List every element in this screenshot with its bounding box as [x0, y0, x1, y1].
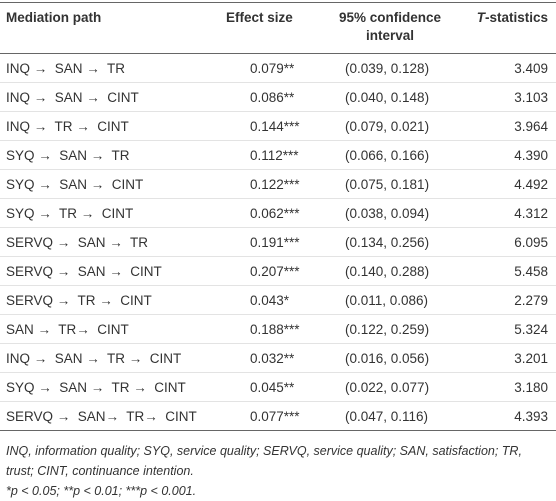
table-row: INQ → SAN → TR → CINT 0.032** (0.016, 0.05…	[0, 343, 556, 373]
table-row: INQ → TR → CINT 0.144*** (0.079, 0.021) 3.9…	[0, 111, 556, 141]
table-cell: 4.312	[465, 198, 556, 228]
table-cell: 0.062***	[220, 198, 315, 228]
table-row: SAN → TR→ CINT 0.188*** (0.122, 0.259) 5.32…	[0, 314, 556, 344]
table-row: INQ → SAN → TR 0.079** (0.039, 0.128) 3.409	[0, 53, 556, 83]
table-cell: (0.011, 0.086)	[315, 285, 465, 315]
header-cell: Mediation path	[0, 2, 220, 54]
table-cell: 2.279	[465, 285, 556, 315]
table-cell: 3.201	[465, 343, 556, 373]
table-cell: (0.038, 0.094)	[315, 198, 465, 228]
table-cell: (0.047, 0.116)	[315, 401, 465, 431]
table-cell: 0.191***	[220, 227, 315, 257]
table-cell: (0.022, 0.077)	[315, 372, 465, 402]
table-cell: (0.140, 0.288)	[315, 256, 465, 286]
table-cell: SAN → TR→ CINT	[0, 314, 220, 344]
footnotes: INQ, information quality; SYQ, service q…	[0, 431, 556, 501]
footnote: INQ, information quality; SYQ, service q…	[6, 444, 522, 478]
header-cell: T-statistics	[465, 2, 556, 54]
footnote: *p < 0.05; **p < 0.01; ***p < 0.001.	[6, 484, 197, 498]
table-cell: 4.390	[465, 140, 556, 170]
table-cell: (0.066, 0.166)	[315, 140, 465, 170]
table-cell: INQ → TR → CINT	[0, 111, 220, 141]
table-cell: INQ → SAN → TR	[0, 53, 220, 83]
table-cell: 0.043*	[220, 285, 315, 315]
table-cell: SERVQ → SAN→ TR→ CINT	[0, 401, 220, 431]
table-cell: (0.016, 0.056)	[315, 343, 465, 373]
table-cell: (0.075, 0.181)	[315, 169, 465, 199]
table-row: SERVQ → SAN → TR 0.191*** (0.134, 0.256) 6.…	[0, 227, 556, 257]
table-cell: (0.079, 0.021)	[315, 111, 465, 141]
table-row: SYQ → SAN → CINT 0.122*** (0.075, 0.181) 4.…	[0, 169, 556, 199]
table-cell: SERVQ → SAN → CINT	[0, 256, 220, 286]
mediation-table: Mediation path Effect size 95% confidenc…	[0, 2, 556, 431]
header-row: Mediation path Effect size 95% confidenc…	[0, 2, 556, 54]
table-cell: 0.077***	[220, 401, 315, 431]
table-row: SYQ → SAN → TR → CINT 0.045** (0.022, 0.07…	[0, 372, 556, 402]
table-cell: SYQ → SAN → TR	[0, 140, 220, 170]
table-cell: 3.409	[465, 53, 556, 83]
table-cell: 0.144***	[220, 111, 315, 141]
header-cell: Effect size	[220, 2, 315, 54]
table-row: INQ → SAN → CINT 0.086** (0.040, 0.148) 3.1…	[0, 82, 556, 112]
table-row: SERVQ → TR → CINT 0.043* (0.011, 0.086) 2.2…	[0, 285, 556, 315]
table-cell: 3.964	[465, 111, 556, 141]
table-cell: (0.134, 0.256)	[315, 227, 465, 257]
table-cell: SERVQ → TR → CINT	[0, 285, 220, 315]
table-row: SYQ → TR → CINT 0.062*** (0.038, 0.094) 4.3…	[0, 198, 556, 228]
table-cell: 3.180	[465, 372, 556, 402]
table-header: Mediation path Effect size 95% confidenc…	[0, 2, 556, 54]
table-cell: INQ → SAN → CINT	[0, 82, 220, 112]
table-cell: 0.207***	[220, 256, 315, 286]
table-cell: SYQ → SAN → TR → CINT	[0, 372, 220, 402]
header-cell: 95% confidence interval	[315, 2, 465, 54]
table-cell: 5.458	[465, 256, 556, 286]
table-cell: 0.032**	[220, 343, 315, 373]
table-cell: 0.086**	[220, 82, 315, 112]
table-cell: 3.103	[465, 82, 556, 112]
table-cell: (0.040, 0.148)	[315, 82, 465, 112]
table-cell: 0.122***	[220, 169, 315, 199]
table-cell: 0.188***	[220, 314, 315, 344]
table-cell: 4.492	[465, 169, 556, 199]
table-cell: SYQ → TR → CINT	[0, 198, 220, 228]
table-cell: SERVQ → SAN → TR	[0, 227, 220, 257]
table-row: SERVQ → SAN→ TR→ CINT 0.077*** (0.047, 0.1…	[0, 401, 556, 431]
table-cell: 0.079**	[220, 53, 315, 83]
table-row: SYQ → SAN → TR 0.112*** (0.066, 0.166) 4.39…	[0, 140, 556, 170]
table-cell: 5.324	[465, 314, 556, 344]
table-cell: 0.112***	[220, 140, 315, 170]
table-cell: (0.122, 0.259)	[315, 314, 465, 344]
table-cell: 4.393	[465, 401, 556, 431]
table-cell: 0.045**	[220, 372, 315, 402]
table-row: SERVQ → SAN → CINT 0.207*** (0.140, 0.288)…	[0, 256, 556, 286]
table-cell: INQ → SAN → TR → CINT	[0, 343, 220, 373]
table-cell: SYQ → SAN → CINT	[0, 169, 220, 199]
table-body: INQ → SAN → TR 0.079** (0.039, 0.128) 3.409…	[0, 53, 556, 431]
table-cell: 6.095	[465, 227, 556, 257]
table-cell: (0.039, 0.128)	[315, 53, 465, 83]
